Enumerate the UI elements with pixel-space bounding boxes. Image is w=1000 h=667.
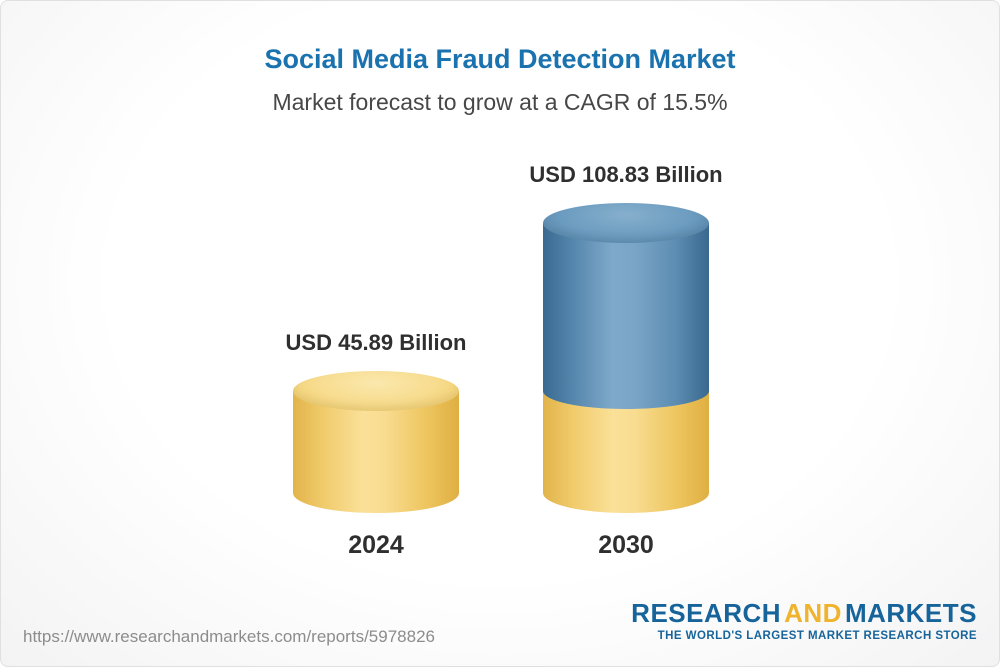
value-label-2030: USD 108.83 Billion bbox=[529, 162, 723, 187]
logo-word-and: AND bbox=[784, 598, 842, 628]
cylinder-2030-top-ellipse bbox=[543, 203, 709, 243]
value-label-2024: USD 45.89 Billion bbox=[285, 330, 467, 355]
cylinder-2024-top-ellipse bbox=[293, 371, 459, 411]
report-url: https://www.researchandmarkets.com/repor… bbox=[23, 627, 435, 646]
chart-subtitle: Market forecast to grow at a CAGR of 15.… bbox=[272, 89, 728, 115]
cylinder-2030 bbox=[543, 203, 709, 513]
chart-title: Social Media Fraud Detection Market bbox=[264, 44, 736, 74]
cylinder-2024 bbox=[293, 371, 459, 513]
category-label-2030: 2030 bbox=[598, 531, 654, 559]
logo-tagline: THE WORLD'S LARGEST MARKET RESEARCH STOR… bbox=[657, 630, 977, 642]
cylinder-2030-growth-segment bbox=[543, 223, 709, 409]
category-label-2024: 2024 bbox=[348, 531, 404, 559]
logo-word-research: RESEARCH bbox=[631, 598, 782, 628]
logo-wordmark: RESEARCH AND MARKETS bbox=[631, 599, 977, 627]
researchandmarkets-logo: RESEARCH AND MARKETS THE WORLD'S LARGEST M… bbox=[631, 599, 977, 643]
cylinder-2024-body bbox=[293, 391, 459, 513]
logo-word-markets: MARKETS bbox=[844, 598, 977, 628]
cylinder-2030-base-segment bbox=[543, 391, 709, 513]
